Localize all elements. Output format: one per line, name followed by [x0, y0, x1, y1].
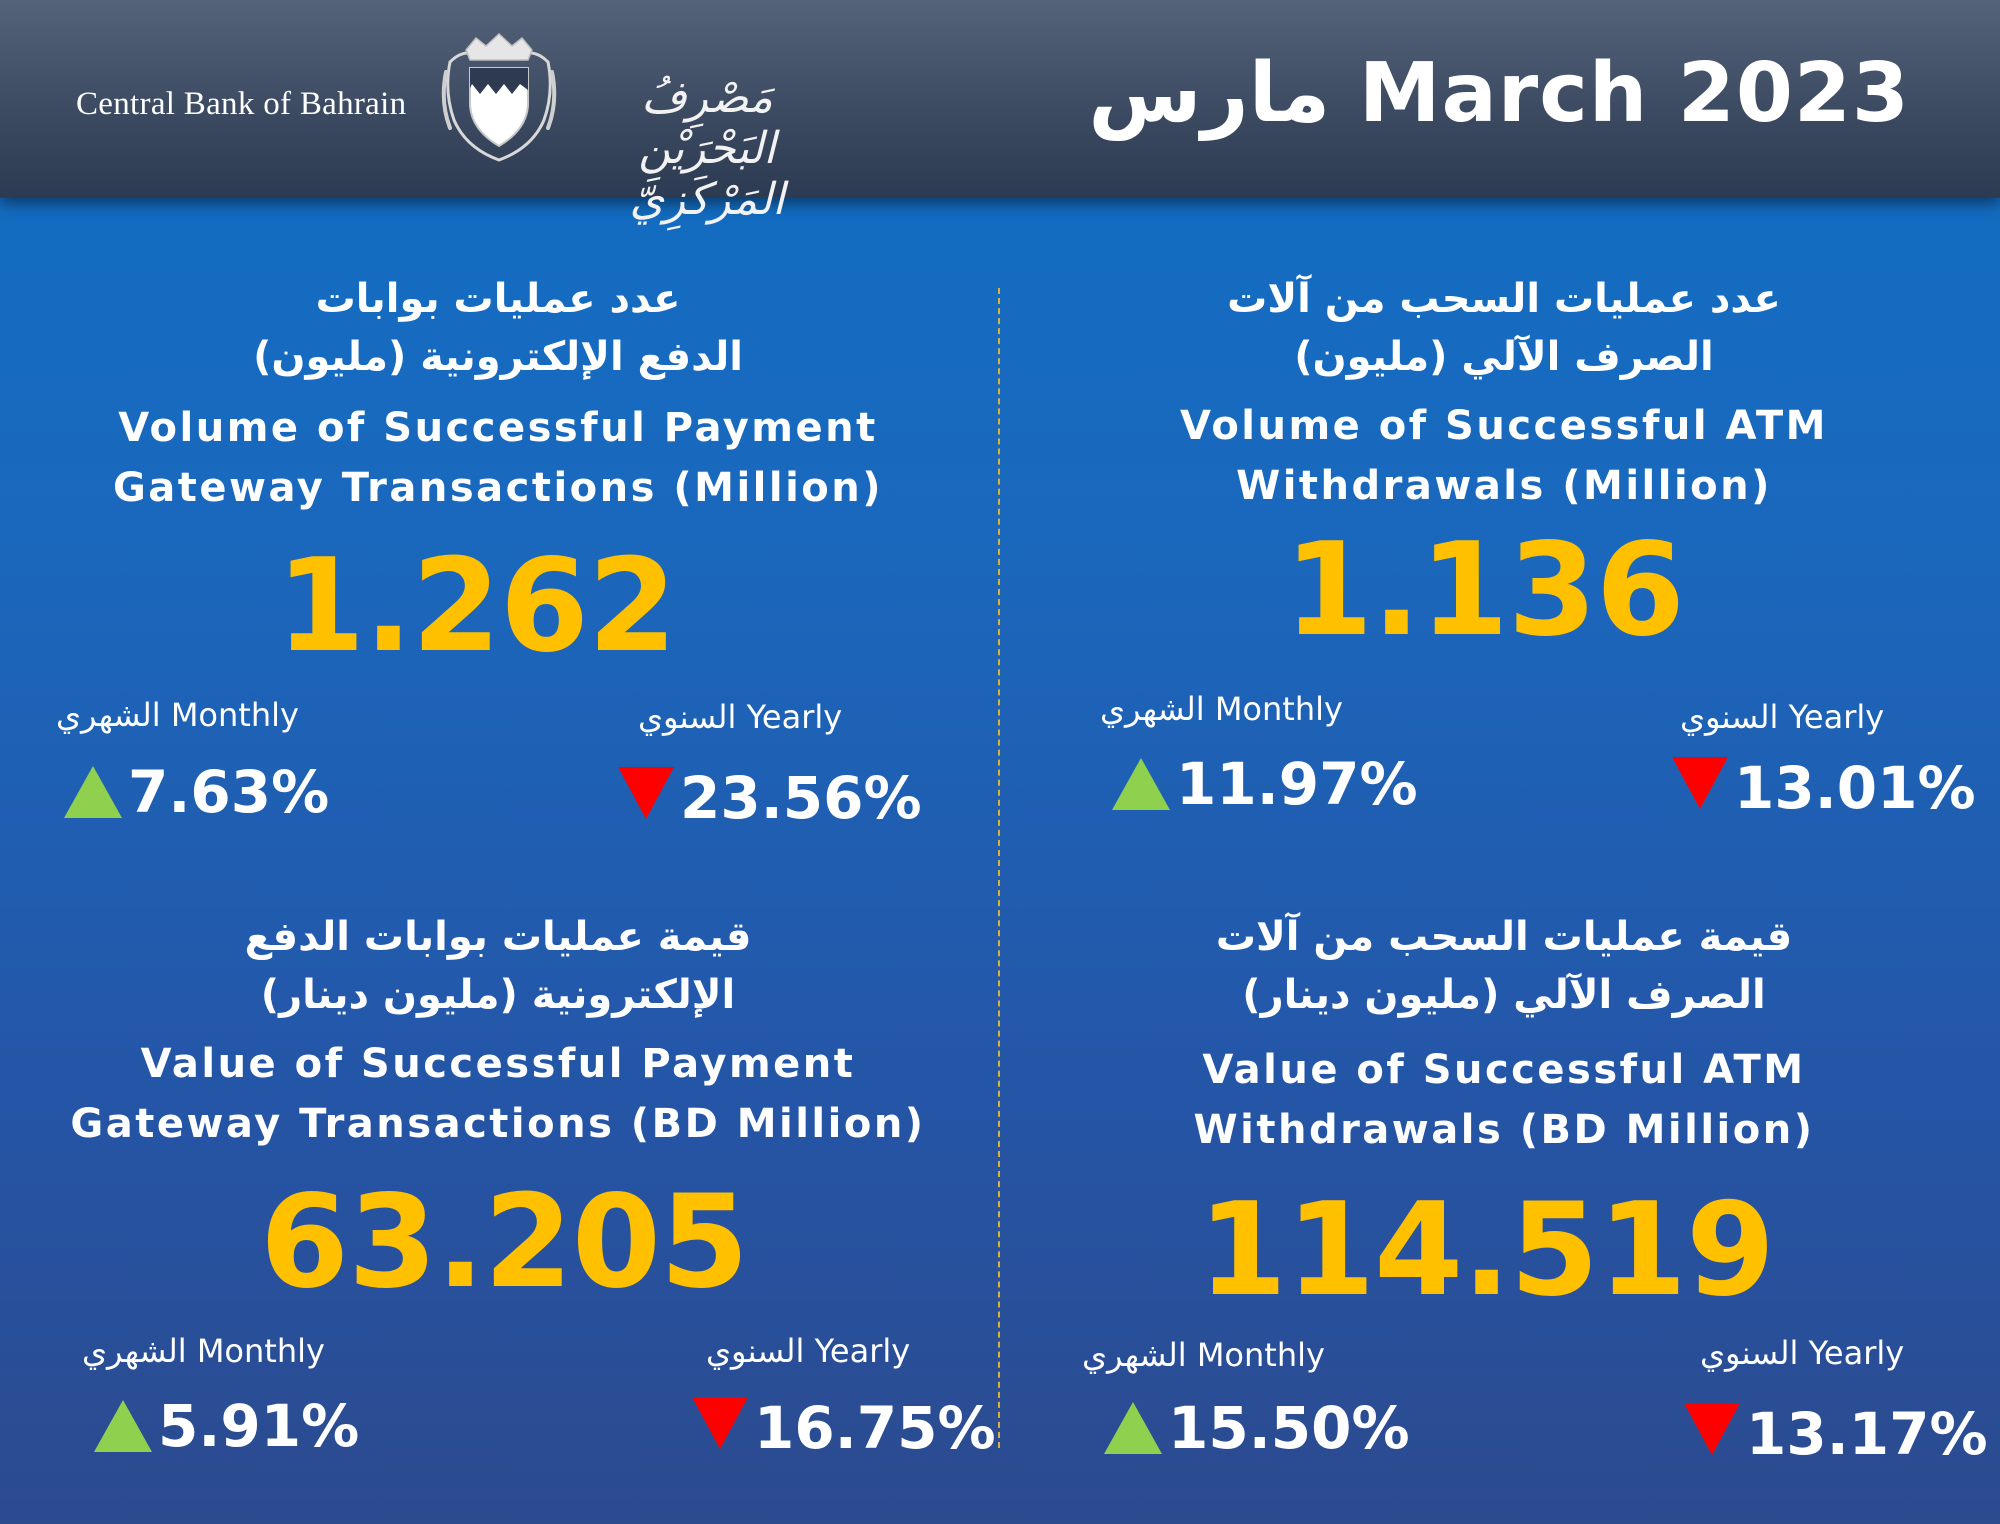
title-en-line-1: Value of Successful Payment [140, 1041, 856, 1087]
monthly-label: الشهري Monthly [56, 696, 299, 734]
triangle-down-icon [1684, 1403, 1740, 1455]
monthly-label-en: Monthly [1214, 690, 1343, 728]
title-en-line-2: Withdrawals (Million) [1236, 463, 1772, 509]
panel-payment-gateway-value: قيمة عمليات بوابات الدفع الإلكترونية (مل… [18, 908, 995, 1508]
title-ar-line-2: الصرف الآلي (مليون دينار) [1242, 972, 1766, 1018]
title-en-line-1: Volume of Successful Payment [118, 405, 878, 451]
yearly-label: السنوي Yearly [1680, 698, 1884, 736]
title-ar-line-1: قيمة عمليات بوابات الدفع [244, 914, 752, 960]
yearly-label-en: Yearly [1808, 1334, 1905, 1372]
monthly-change: 7.63% [64, 758, 329, 826]
monthly-label: الشهري Monthly [1100, 690, 1343, 728]
monthly-label-en: Monthly [1196, 1336, 1325, 1374]
yearly-label: السنوي Yearly [638, 698, 842, 736]
yearly-label-ar: السنوي [1680, 698, 1779, 736]
triangle-up-icon [64, 766, 122, 818]
monthly-label-ar: الشهري [56, 696, 161, 734]
yearly-label-ar: السنوي [1700, 1334, 1799, 1372]
monthly-change-value: 7.63% [128, 758, 330, 826]
title-en-line-2: Gateway Transactions (Million) [112, 465, 884, 511]
brand-name-en: Central Bank of Bahrain [76, 86, 407, 122]
triangle-up-icon [1112, 758, 1170, 810]
yearly-label-en: Yearly [1788, 698, 1885, 736]
yearly-label: السنوي Yearly [1700, 1334, 1904, 1372]
title-ar-line-2: الدفع الإلكترونية (مليون) [253, 334, 743, 380]
title-ar-line-1: عدد عمليات بوابات [315, 276, 681, 322]
title-ar-line-2: الإلكترونية (مليون دينار) [260, 972, 736, 1018]
triangle-down-icon [1672, 757, 1728, 809]
yearly-change-value: 13.01% [1734, 754, 1976, 822]
title-ar-line-1: قيمة عمليات السحب من آلات [1215, 914, 1793, 960]
monthly-change-value: 15.50% [1168, 1394, 1410, 1462]
title-ar-line-2: الصرف الآلي (مليون) [1294, 334, 1714, 380]
brand-name-ar: مَصْرِفُ البَحْرَيْنِ المَرْكَزِيّ [629, 72, 785, 225]
metric-value: 63.205 [260, 1168, 749, 1317]
panel-atm-value: قيمة عمليات السحب من آلات الصرف الآلي (م… [1024, 908, 1988, 1508]
yearly-change: 23.56% [618, 764, 922, 832]
triangle-down-icon [692, 1397, 748, 1449]
monthly-change: 11.97% [1112, 750, 1418, 818]
yearly-change-value: 13.17% [1746, 1400, 1988, 1468]
monthly-change: 15.50% [1104, 1394, 1410, 1462]
monthly-change-value: 11.97% [1176, 750, 1418, 818]
yearly-change: 16.75% [692, 1394, 996, 1462]
yearly-label-en: Yearly [746, 698, 843, 736]
metric-value: 1.262 [276, 532, 677, 681]
yearly-change: 13.01% [1672, 754, 1976, 822]
triangle-down-icon [618, 767, 674, 819]
triangle-up-icon [94, 1400, 152, 1452]
yearly-label-ar: السنوي [706, 1332, 805, 1370]
metric-value: 114.519 [1198, 1176, 1775, 1325]
title-en-line-1: Value of Successful ATM [1202, 1047, 1806, 1093]
panel-atm-volume: عدد عمليات السحب من آلات الصرف الآلي (مل… [1024, 270, 1984, 870]
monthly-label: الشهري Monthly [1082, 1336, 1325, 1374]
page-title: مارس March 2023 [1088, 46, 1910, 141]
yearly-change-value: 23.56% [680, 764, 922, 832]
monthly-label-ar: الشهري [1100, 690, 1205, 728]
monthly-label-ar: الشهري [82, 1332, 187, 1370]
monthly-label-ar: الشهري [1082, 1336, 1187, 1374]
panel-divider [998, 288, 1000, 1448]
header-bar: Central Bank of Bahrain مَصْرِفُ البَحْر… [0, 0, 2000, 225]
triangle-up-icon [1104, 1402, 1162, 1454]
yearly-change: 13.17% [1684, 1400, 1988, 1468]
yearly-label-ar: السنوي [638, 698, 737, 736]
title-en-line-2: Gateway Transactions (BD Million) [70, 1101, 926, 1147]
title-ar-line-1: عدد عمليات السحب من آلات [1227, 276, 1781, 322]
panel-payment-gateway-volume: عدد عمليات بوابات الدفع الإلكترونية (ملي… [18, 270, 978, 870]
yearly-label: السنوي Yearly [706, 1332, 910, 1370]
yearly-change-value: 16.75% [754, 1394, 996, 1462]
title-en-line-1: Volume of Successful ATM [1180, 403, 1828, 449]
yearly-label-en: Yearly [814, 1332, 911, 1370]
metric-value: 1.136 [1284, 516, 1685, 665]
monthly-label-en: Monthly [196, 1332, 325, 1370]
monthly-label: الشهري Monthly [82, 1332, 325, 1370]
monthly-change-value: 5.91% [158, 1392, 360, 1460]
title-en-line-2: Withdrawals (BD Million) [1193, 1107, 1815, 1153]
monthly-change: 5.91% [94, 1392, 359, 1460]
monthly-label-en: Monthly [170, 696, 299, 734]
bank-crest-logo [441, 32, 557, 162]
